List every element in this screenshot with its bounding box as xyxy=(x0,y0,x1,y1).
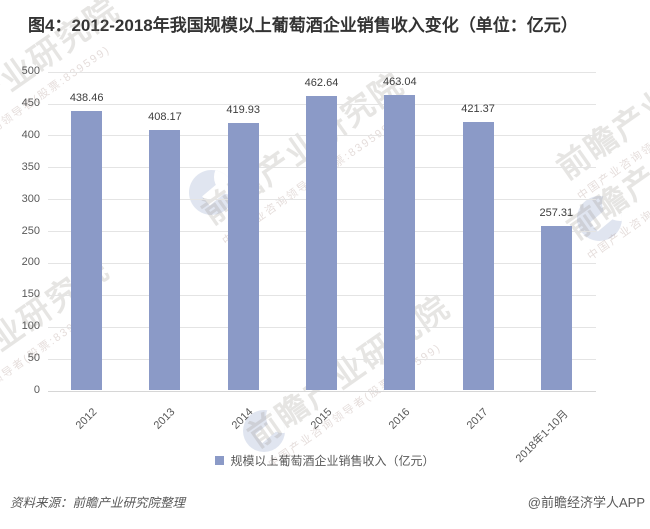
y-axis-tick-label: 150 xyxy=(21,288,40,301)
legend-marker-icon xyxy=(215,456,225,465)
legend-label: 规模以上葡萄酒企业销售收入（亿元） xyxy=(230,454,435,468)
y-axis-tick-label: 450 xyxy=(21,97,40,110)
publisher-credit: @前瞻经济学人APP xyxy=(527,495,645,510)
bar xyxy=(71,110,103,391)
bar-value-label: 462.64 xyxy=(304,76,339,89)
y-axis-tick-label: 0 xyxy=(33,384,40,396)
y-axis-tick-label: 50 xyxy=(27,352,40,365)
bar-value-label: 463.04 xyxy=(382,76,417,89)
data-source-note: 资料来源：前瞻产业研究院整理 xyxy=(10,496,186,510)
y-axis-tick-label: 100 xyxy=(21,320,40,333)
y-axis-tick-label: 400 xyxy=(21,128,40,141)
footer: 资料来源：前瞻产业研究院整理 @前瞻经济学人APP xyxy=(0,492,650,511)
gridline xyxy=(47,390,596,392)
bar-value-label: 257.31 xyxy=(539,207,574,220)
legend: 规模以上葡萄酒企业销售收入（亿元） xyxy=(0,452,650,469)
gridline xyxy=(47,71,596,73)
bar xyxy=(540,226,572,391)
bar xyxy=(149,130,181,391)
bar xyxy=(227,122,259,391)
bar xyxy=(306,95,337,391)
y-axis-tick-label: 300 xyxy=(21,192,40,205)
y-axis-tick-label: 200 xyxy=(21,256,40,269)
y-axis-tick-label: 250 xyxy=(21,224,40,237)
y-axis-tick-label: 350 xyxy=(21,160,40,173)
bar-value-label: 438.46 xyxy=(69,91,104,104)
y-axis-tick-label: 500 xyxy=(21,65,40,78)
bar xyxy=(462,121,494,391)
bar-value-label: 419.93 xyxy=(226,103,261,116)
bar xyxy=(384,95,416,391)
bar-value-label: 421.37 xyxy=(461,102,495,115)
chart-title: 图4：2012-2018年我国规模以上葡萄酒企业销售收入变化（单位：亿元） xyxy=(28,16,578,35)
bar-value-label: 408.17 xyxy=(148,111,182,124)
